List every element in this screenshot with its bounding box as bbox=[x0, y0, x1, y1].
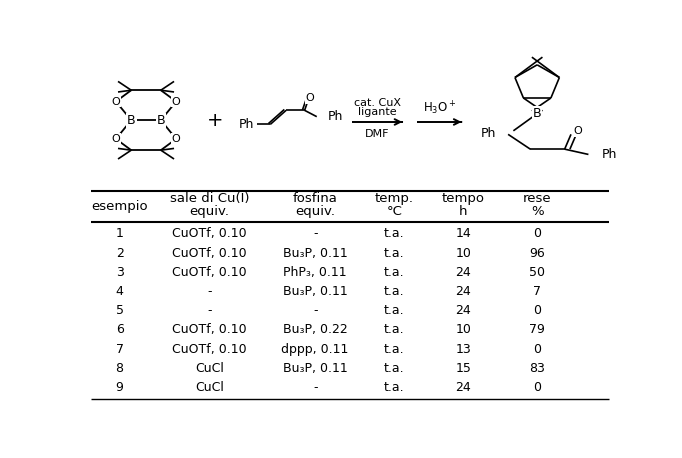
Text: 24: 24 bbox=[456, 304, 471, 317]
Text: Ph: Ph bbox=[602, 148, 617, 161]
Text: 7: 7 bbox=[533, 285, 541, 298]
Text: CuOTf, 0.10: CuOTf, 0.10 bbox=[172, 246, 247, 260]
Text: CuCl: CuCl bbox=[195, 381, 224, 394]
Text: O: O bbox=[112, 97, 120, 107]
Text: 79: 79 bbox=[529, 323, 545, 336]
Text: -: - bbox=[207, 304, 211, 317]
Text: O: O bbox=[112, 134, 120, 144]
Text: 8: 8 bbox=[116, 362, 123, 375]
Text: 96: 96 bbox=[529, 246, 545, 260]
Text: %: % bbox=[531, 205, 544, 218]
Text: 0: 0 bbox=[533, 381, 541, 394]
Text: 1: 1 bbox=[116, 227, 123, 240]
Text: t.a.: t.a. bbox=[384, 246, 404, 260]
Text: 0: 0 bbox=[533, 304, 541, 317]
Text: Ph: Ph bbox=[239, 118, 254, 131]
Text: t.a.: t.a. bbox=[384, 285, 404, 298]
Text: Bu₃P, 0.11: Bu₃P, 0.11 bbox=[283, 362, 348, 375]
Text: CuOTf, 0.10: CuOTf, 0.10 bbox=[172, 343, 247, 355]
Text: +: + bbox=[207, 111, 223, 130]
Text: -: - bbox=[313, 381, 317, 394]
Text: O: O bbox=[574, 126, 582, 136]
Text: B: B bbox=[157, 114, 165, 127]
Text: 0: 0 bbox=[533, 227, 541, 240]
Text: 6: 6 bbox=[116, 323, 123, 336]
Text: 83: 83 bbox=[529, 362, 545, 375]
Text: rese: rese bbox=[523, 192, 552, 205]
Text: Bu₃P, 0.11: Bu₃P, 0.11 bbox=[283, 285, 348, 298]
Text: O: O bbox=[172, 97, 181, 107]
Text: fosfina: fosfina bbox=[293, 192, 338, 205]
Text: 24: 24 bbox=[456, 381, 471, 394]
Text: temp.: temp. bbox=[375, 192, 414, 205]
Text: 5: 5 bbox=[116, 304, 123, 317]
Text: sale di Cu(I): sale di Cu(I) bbox=[170, 192, 249, 205]
Text: 2: 2 bbox=[116, 246, 123, 260]
Text: 3: 3 bbox=[116, 266, 123, 279]
Text: t.a.: t.a. bbox=[384, 227, 404, 240]
Text: dppp, 0.11: dppp, 0.11 bbox=[282, 343, 349, 355]
Text: t.a.: t.a. bbox=[384, 343, 404, 355]
Text: tempo: tempo bbox=[442, 192, 485, 205]
Text: equiv.: equiv. bbox=[190, 205, 229, 218]
Text: CuOTf, 0.10: CuOTf, 0.10 bbox=[172, 227, 247, 240]
Text: h: h bbox=[459, 205, 467, 218]
Text: -: - bbox=[313, 304, 317, 317]
Text: t.a.: t.a. bbox=[384, 304, 404, 317]
Text: Bu₃P, 0.11: Bu₃P, 0.11 bbox=[283, 246, 348, 260]
Text: O: O bbox=[172, 134, 181, 144]
Text: 15: 15 bbox=[455, 362, 471, 375]
Text: O: O bbox=[306, 93, 314, 103]
Text: esempio: esempio bbox=[91, 200, 148, 213]
Text: H$_3$O$^+$: H$_3$O$^+$ bbox=[423, 100, 456, 117]
Text: B: B bbox=[127, 114, 136, 127]
Text: t.a.: t.a. bbox=[384, 381, 404, 394]
Text: 4: 4 bbox=[116, 285, 123, 298]
Text: °C: °C bbox=[387, 205, 402, 218]
Text: PhP₃, 0.11: PhP₃, 0.11 bbox=[283, 266, 347, 279]
Text: t.a.: t.a. bbox=[384, 362, 404, 375]
Text: CuCl: CuCl bbox=[195, 362, 224, 375]
Text: 0: 0 bbox=[533, 343, 541, 355]
Text: 24: 24 bbox=[456, 285, 471, 298]
Text: DMF: DMF bbox=[365, 129, 389, 139]
Text: 50: 50 bbox=[529, 266, 545, 279]
Text: Bu₃P, 0.22: Bu₃P, 0.22 bbox=[283, 323, 348, 336]
Text: 14: 14 bbox=[456, 227, 471, 240]
Text: ligante: ligante bbox=[358, 107, 397, 117]
Text: 7: 7 bbox=[116, 343, 123, 355]
Text: 9: 9 bbox=[116, 381, 123, 394]
Text: equiv.: equiv. bbox=[295, 205, 335, 218]
Text: cat. CuX: cat. CuX bbox=[354, 98, 401, 108]
Text: t.a.: t.a. bbox=[384, 266, 404, 279]
Text: CuOTf, 0.10: CuOTf, 0.10 bbox=[172, 266, 247, 279]
Text: t.a.: t.a. bbox=[384, 323, 404, 336]
Text: -: - bbox=[313, 227, 317, 240]
Text: 24: 24 bbox=[456, 266, 471, 279]
Text: Ph: Ph bbox=[480, 127, 496, 140]
Text: CuOTf, 0.10: CuOTf, 0.10 bbox=[172, 323, 247, 336]
Text: 13: 13 bbox=[456, 343, 471, 355]
Text: 10: 10 bbox=[455, 323, 471, 336]
Text: 10: 10 bbox=[455, 246, 471, 260]
Text: -: - bbox=[207, 285, 211, 298]
Text: Ph: Ph bbox=[327, 110, 342, 123]
Text: B: B bbox=[533, 107, 542, 120]
